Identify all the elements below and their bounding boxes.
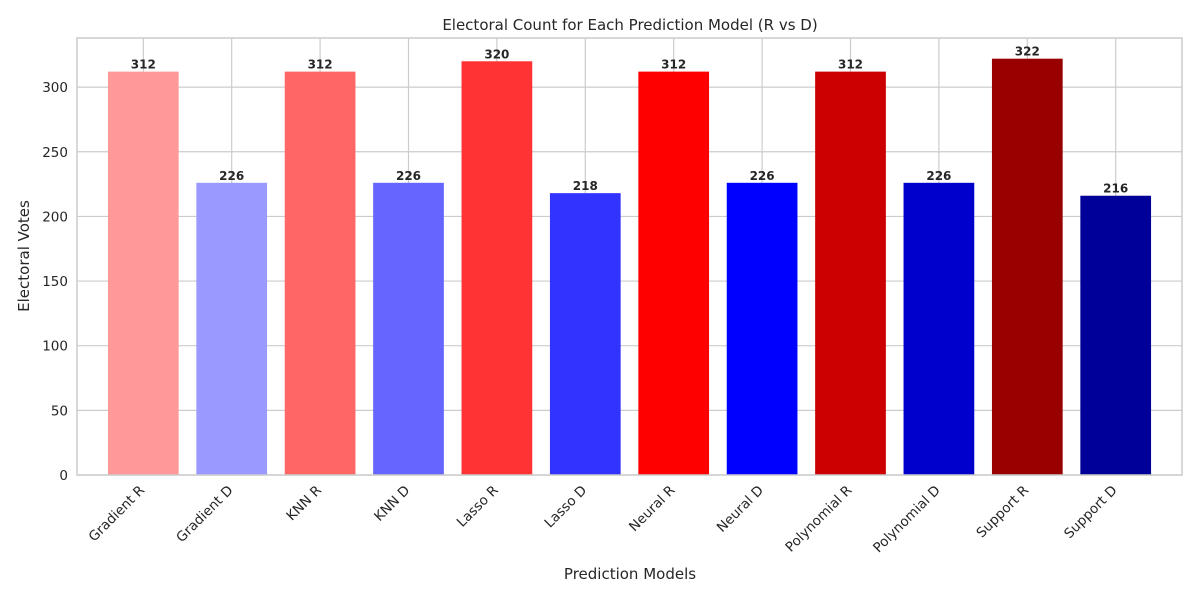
bar-value-label: 226	[396, 169, 421, 183]
bar	[638, 71, 710, 475]
bar	[284, 71, 356, 475]
bars	[107, 58, 1152, 476]
bar-value-label: 226	[219, 169, 244, 183]
bar-value-label: 312	[838, 58, 863, 72]
x-axis-label: Prediction Models	[564, 565, 696, 583]
bar	[726, 182, 798, 475]
y-axis-label: Electoral Votes	[15, 200, 33, 312]
bar	[196, 182, 268, 475]
y-tick-label: 0	[59, 468, 68, 484]
x-tick-label: Lasso R	[454, 483, 502, 531]
bar-value-label: 226	[926, 169, 951, 183]
value-labels: 312 226 312 226 320 218 312 226 312 226 322 216	[131, 45, 1128, 196]
y-tick-label: 100	[42, 339, 68, 355]
chart-title: Electoral Count for Each Prediction Mode…	[442, 16, 817, 34]
bar-value-label: 226	[750, 169, 775, 183]
bar	[903, 182, 975, 475]
bar	[549, 193, 621, 475]
bar	[991, 58, 1063, 475]
x-tick-label: Support R	[973, 483, 1032, 542]
bar	[461, 61, 533, 476]
y-tick-label: 300	[42, 80, 68, 96]
x-tick-label: Gradient D	[173, 483, 236, 546]
bar	[107, 71, 179, 475]
y-tick-label: 150	[42, 274, 68, 290]
x-axis-ticks: Gradient R Gradient D KNN R KNN D Lasso R Las…	[86, 483, 1121, 557]
y-axis-ticks: 0 50 100 150 200 250 300	[42, 80, 68, 484]
x-tick-label: Support D	[1061, 483, 1120, 542]
bar	[1080, 195, 1152, 475]
x-tick-label: Polynomial R	[782, 483, 855, 556]
x-tick-label: Polynomial D	[870, 483, 944, 557]
bar-value-label: 312	[308, 58, 333, 72]
x-tick-label: Neural R	[626, 483, 678, 535]
bar-value-label: 312	[661, 58, 686, 72]
bar	[373, 182, 444, 475]
y-tick-label: 200	[42, 209, 68, 225]
x-tick-label: KNN R	[283, 483, 325, 525]
x-tick-label: Lasso D	[541, 483, 590, 532]
bar-value-label: 218	[573, 179, 598, 193]
bar	[815, 71, 886, 475]
x-tick-label: KNN D	[371, 483, 413, 525]
plot-area-frame	[76, 37, 1183, 476]
bar-value-label: 320	[484, 47, 509, 61]
bar-value-label: 216	[1103, 182, 1128, 196]
bar-value-label: 322	[1015, 45, 1040, 59]
bar-value-label: 312	[131, 58, 156, 72]
x-tick-label: Gradient R	[86, 483, 149, 546]
x-tick-label: Neural D	[714, 483, 767, 536]
y-tick-label: 50	[51, 403, 68, 419]
y-tick-label: 250	[42, 145, 68, 161]
